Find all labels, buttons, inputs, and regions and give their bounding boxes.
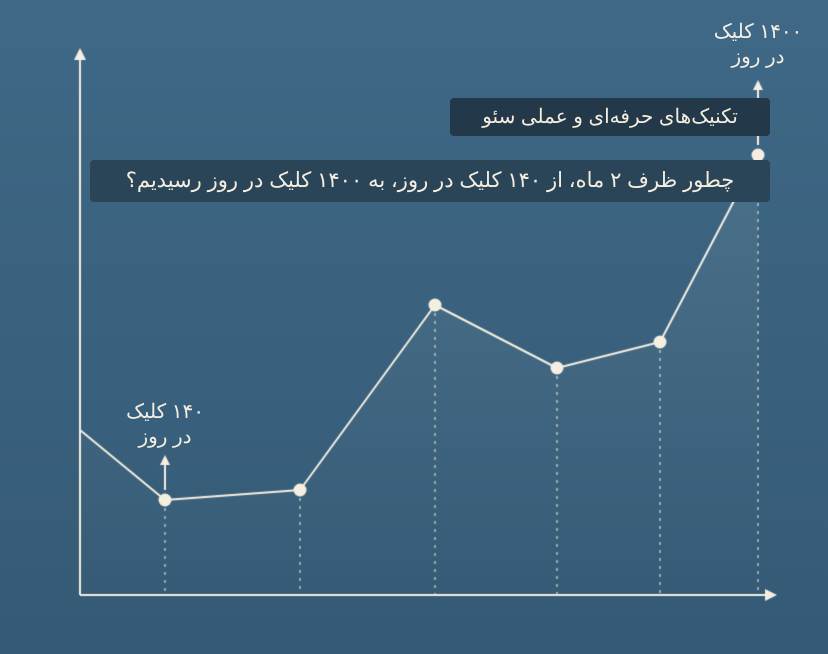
chart-canvas [0, 0, 828, 654]
